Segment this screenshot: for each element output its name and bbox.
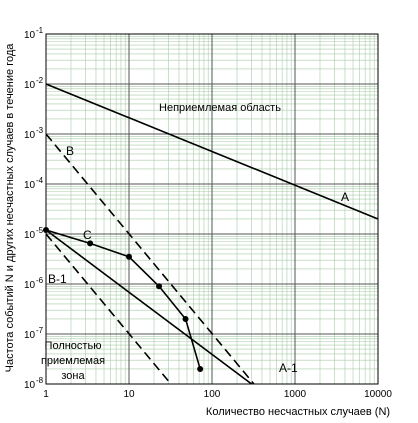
series-line-a-1: [46, 229, 253, 384]
series-marker-c: [126, 253, 132, 260]
x-tick-label: 100: [204, 389, 221, 400]
y-tick-label-exp: -8: [36, 376, 44, 385]
series-label-a-1: A-1: [279, 361, 298, 375]
x-tick-label: 1: [43, 389, 49, 400]
series-marker-c: [87, 240, 94, 247]
series-line-b-1: [46, 233, 172, 384]
y-tick-label-exp: -7: [36, 326, 44, 335]
series-marker-c: [182, 315, 189, 322]
series-marker-c: [156, 283, 163, 290]
y-tick-labels: 10-810-710-610-510-410-310-210-1: [24, 26, 44, 391]
series-label-c: C: [83, 228, 92, 242]
series-label-b: B: [66, 144, 74, 158]
annotation-acceptable-line-2: приемлемая: [41, 355, 105, 367]
x-tick-label: 1000: [284, 389, 307, 400]
y-tick-label-base: 10: [24, 330, 36, 341]
series-labels: A B B-1 A-1 C: [48, 144, 349, 375]
y-tick-label-base: 10: [24, 30, 36, 41]
y-tick-label-base: 10: [24, 130, 36, 141]
annotation-acceptable-line-1: Полностью: [45, 340, 102, 352]
y-tick-label-base: 10: [24, 180, 36, 191]
y-tick-label-base: 10: [24, 280, 36, 291]
y-tick-label-base: 10: [24, 230, 36, 241]
x-tick-label: 10: [123, 389, 135, 400]
series-label-b-1: B-1: [48, 272, 67, 286]
x-tick-label: 10000: [364, 389, 392, 400]
y-tick-label-exp: -6: [36, 276, 44, 285]
series-layer: [46, 83, 378, 384]
series-label-a: A: [341, 190, 349, 204]
series-line-b: [46, 133, 255, 384]
y-tick-label-base: 10: [24, 380, 36, 391]
y-tick-label-exp: -4: [36, 176, 44, 185]
annotations: Неприемлемая область Полностью приемлема…: [41, 102, 281, 382]
marker-layer: [43, 227, 204, 372]
plot-frame: [45, 33, 379, 385]
annotation-acceptable-line-3: зона: [61, 370, 85, 382]
y-tick-label-exp: -3: [36, 126, 44, 135]
x-axis-label: Количество несчастных случаев (N): [206, 406, 390, 418]
series-marker-c: [197, 365, 204, 372]
y-axis-label: Частота событий N и других несчастных сл…: [4, 43, 16, 373]
series-line-a: [46, 83, 378, 220]
series-marker-c: [43, 227, 49, 234]
y-tick-label-exp: -2: [36, 76, 44, 85]
x-tick-labels: 1 10 100 1000 10000: [43, 389, 392, 400]
annotation-unacceptable-region: Неприемлемая область: [159, 102, 281, 114]
y-tick-label-exp: -1: [36, 26, 44, 35]
series-line-c: [46, 229, 201, 370]
y-tick-label-exp: -5: [36, 226, 44, 235]
y-tick-label-base: 10: [24, 80, 36, 91]
